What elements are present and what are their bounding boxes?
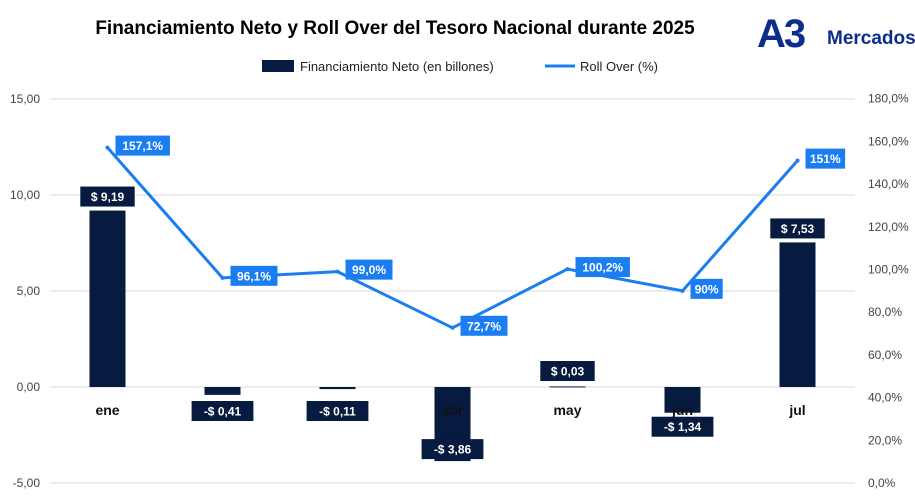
bar — [204, 387, 241, 395]
bar-data-label-box — [306, 401, 369, 421]
category-label: jun — [671, 402, 693, 418]
bar-data-label-box — [651, 416, 714, 437]
right-tick-label: 60,0% — [868, 348, 902, 362]
line-point — [220, 275, 225, 280]
bar-data-label-box — [191, 401, 254, 421]
bar-data-label-text: $ 7,53 — [781, 222, 815, 236]
bar — [89, 210, 126, 387]
bar-data-label-text: -$ 1,34 — [664, 420, 702, 434]
right-tick-label: 140,0% — [868, 177, 909, 191]
left-tick-label: 0,00 — [17, 380, 41, 394]
bar-data-label: $ 7,53 — [770, 218, 825, 239]
category-label: ene — [95, 402, 119, 418]
line-point — [450, 325, 455, 330]
line-data-label: 99,0% — [345, 259, 393, 280]
logo-mark: A3 — [757, 12, 806, 56]
line-data-label-text: 96,1% — [237, 269, 271, 283]
right-tick-label: 180,0% — [868, 92, 909, 106]
bar-data-label: $ 9,19 — [80, 186, 135, 207]
line-data-label-box — [460, 315, 508, 336]
line-data-label-text: 72,7% — [467, 319, 501, 333]
bar-data-label: -$ 1,34 — [651, 416, 714, 437]
bar-data-label-box — [540, 361, 595, 381]
left-tick-label: 15,00 — [10, 92, 40, 106]
bar-data-labels: $ 9,19 -$ 0,41 -$ 0,11 -$ 3,86 $ 0,03 -$ 1,34… — [80, 186, 825, 460]
bar — [779, 242, 816, 387]
bar — [319, 387, 356, 390]
bar-data-label: -$ 3,86 — [421, 439, 484, 460]
a3-mercados-logo: A3 Mercados — [757, 12, 915, 58]
line-data-label-text: 90% — [695, 282, 719, 296]
bar-data-label-text: -$ 3,86 — [434, 443, 472, 457]
bar — [549, 386, 586, 388]
line-data-label-text: 100,2% — [582, 261, 623, 275]
legend-label-bar: Financiamiento Neto (en billones) — [300, 59, 494, 74]
bar-data-label-text: $ 0,03 — [551, 365, 585, 379]
category-label: abr — [442, 402, 464, 418]
line-data-label-text: 151% — [810, 152, 841, 166]
left-tick-label: -5,00 — [13, 476, 41, 490]
line-data-label: 90% — [690, 278, 723, 299]
line-data-label-text: 99,0% — [352, 263, 386, 277]
bar-data-label-text: $ 9,19 — [91, 190, 125, 204]
line-data-labels: 157,1% 96,1% 99,0% 72,7% 100,2% 90% 151% — [115, 135, 846, 336]
line-point — [335, 269, 340, 274]
left-tick-label: 10,00 — [10, 188, 40, 202]
line-point — [680, 288, 685, 293]
line-data-label: 157,1% — [115, 135, 170, 156]
bar-series — [89, 210, 816, 462]
line-data-label: 96,1% — [230, 265, 278, 286]
legend-swatch-bar — [262, 60, 294, 72]
legend: Financiamiento Neto (en billones) Roll Ov… — [262, 59, 658, 74]
logo-name: Mercados — [827, 28, 915, 49]
bar-data-label-box — [80, 186, 135, 207]
right-tick-label: 20,0% — [868, 433, 902, 447]
right-tick-label: 100,0% — [868, 263, 909, 277]
line-data-label: 151% — [805, 148, 846, 169]
line-data-label-box — [690, 278, 723, 299]
line-data-label: 100,2% — [575, 257, 630, 278]
right-tick-label: 0,0% — [868, 476, 896, 490]
right-tick-label: 80,0% — [868, 305, 902, 319]
bar-data-label-box — [770, 218, 825, 239]
chart-title: Financiamiento Neto y Roll Over del Teso… — [95, 18, 695, 39]
line-series — [105, 145, 800, 330]
bar-data-label: -$ 0,41 — [191, 401, 254, 421]
category-label: may — [553, 402, 581, 418]
bar-data-label-box — [421, 439, 484, 460]
bar-data-label: -$ 0,11 — [306, 401, 369, 421]
line-data-label-box — [805, 148, 846, 169]
category-label: jul — [788, 402, 805, 418]
legend-label-line: Roll Over (%) — [580, 59, 658, 74]
line-point — [565, 267, 570, 272]
bar-data-label-text: -$ 0,11 — [319, 405, 356, 419]
right-tick-label: 160,0% — [868, 134, 909, 148]
line-data-label-box — [575, 257, 630, 278]
roll-over-line — [106, 146, 799, 330]
line-data-label-box — [230, 265, 278, 286]
line-data-label-box — [345, 259, 393, 280]
bar-data-label: $ 0,03 — [540, 361, 595, 381]
line-data-label: 72,7% — [460, 315, 508, 336]
line-data-label-text: 157,1% — [122, 139, 163, 153]
line-data-label-box — [115, 135, 170, 156]
bar-data-label-text: -$ 0,41 — [204, 405, 242, 419]
right-tick-label: 40,0% — [868, 391, 902, 405]
line-point — [105, 145, 110, 150]
line-point — [795, 158, 800, 163]
left-axis-ticks: 15,00 10,00 5,00 0,00 -5,00 — [10, 92, 40, 490]
right-tick-label: 120,0% — [868, 220, 909, 234]
right-axis-ticks: 180,0% 160,0% 140,0% 120,0% 100,0% 80,0% 60,0%… — [868, 92, 909, 490]
left-tick-label: 5,00 — [17, 284, 41, 298]
bar — [664, 387, 701, 413]
